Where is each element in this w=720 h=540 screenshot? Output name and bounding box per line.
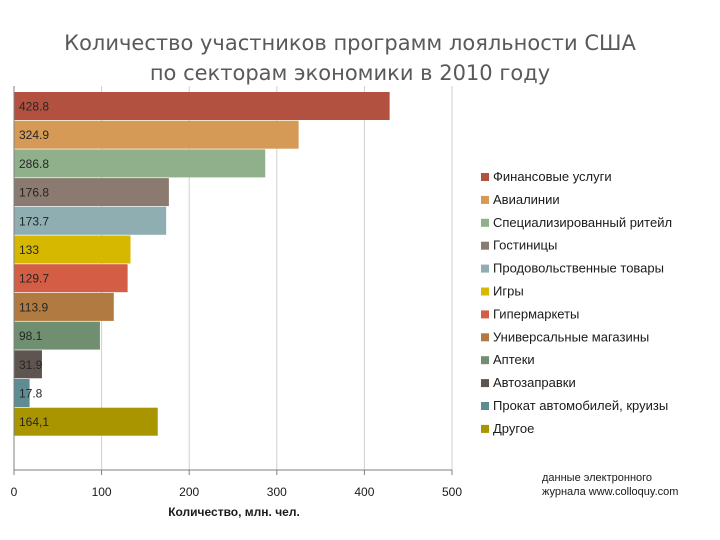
- legend-swatch: [481, 173, 489, 181]
- legend-swatch: [481, 333, 489, 342]
- legend-entry: Прокат автомобилей, круизы: [493, 398, 668, 413]
- source-note-line-2: журнала www.colloquy.com: [542, 486, 678, 498]
- legend-swatch: [481, 195, 489, 204]
- legend-entry: Другое: [493, 421, 534, 436]
- bar: [14, 206, 167, 235]
- legend-swatch: [481, 264, 489, 273]
- chart-title-line-2: по секторам экономики в 2010 году: [149, 61, 551, 85]
- x-tick-label: 200: [179, 485, 199, 499]
- legend-entry: Гостиницы: [493, 238, 557, 253]
- bar: [14, 292, 114, 321]
- x-tick-label: 100: [92, 485, 112, 499]
- bar: [14, 350, 42, 379]
- legend-swatch: [481, 287, 489, 296]
- bars-group: 428.8 324.9 286.8 176.8 173.7 133 129.7 113.9 98…: [14, 92, 390, 436]
- chart-title-line-1: Количество участников программ лояльност…: [64, 31, 636, 55]
- bar-data-label: 428.8: [19, 100, 49, 114]
- bar: [14, 178, 169, 207]
- bar: [14, 149, 266, 178]
- bar-data-label: 113.9: [19, 300, 48, 314]
- legend-entry: Авиалинии: [493, 192, 560, 207]
- legend-swatch: [481, 241, 489, 250]
- legend-entry: Автозаправки: [493, 375, 576, 390]
- bar: [14, 120, 299, 149]
- legend-entry: Универсальные магазины: [493, 329, 649, 344]
- bar: [14, 379, 30, 407]
- legend-entry: Специализированный ритейл: [493, 215, 672, 230]
- legend: Финансовые услуги Авиалинии Специализирова…: [481, 169, 672, 436]
- bar-data-label: 133: [19, 243, 39, 257]
- bar-data-label: 164,1: [19, 415, 49, 429]
- chart-title: Количество участников программ лояльност…: [0, 28, 700, 88]
- legend-swatch: [481, 402, 489, 410]
- legend-entry: Финансовые услуги: [493, 169, 612, 184]
- x-axis-title: Количество, млн. чел.: [168, 505, 300, 519]
- bar: [14, 92, 390, 120]
- bar-data-label: 173.7: [19, 214, 49, 228]
- x-tick-label: 500: [442, 485, 462, 499]
- source-note-line-1: данные электронного: [542, 472, 652, 484]
- bar: [14, 407, 158, 436]
- x-tick-label: 400: [354, 485, 374, 499]
- bar-data-label: 324.9: [19, 128, 49, 142]
- x-tick-label: 300: [267, 485, 287, 499]
- legend-entry: Аптеки: [493, 352, 535, 367]
- legend-swatch: [481, 356, 489, 365]
- bar: [14, 264, 128, 293]
- bar-data-label: 31.9: [19, 358, 43, 372]
- legend-swatch: [481, 379, 489, 388]
- bar-data-label: 17.8: [19, 387, 43, 401]
- bar: [14, 321, 100, 350]
- bar-data-label: 129.7: [19, 272, 49, 286]
- legend-entry: Гипермаркеты: [493, 306, 579, 321]
- bar-data-label: 286.8: [19, 157, 49, 171]
- x-tick-label: 0: [11, 485, 18, 499]
- legend-swatch: [481, 218, 489, 227]
- x-axis: 0 100 200 300 400 500: [11, 86, 462, 499]
- legend-entry: Игры: [493, 284, 524, 299]
- legend-swatch: [481, 310, 489, 319]
- bar: [14, 235, 131, 264]
- legend-entry: Продовольственные товары: [493, 261, 664, 276]
- bar-data-label: 98.1: [19, 329, 43, 343]
- legend-swatch: [481, 424, 489, 433]
- bar-data-label: 176.8: [19, 186, 49, 200]
